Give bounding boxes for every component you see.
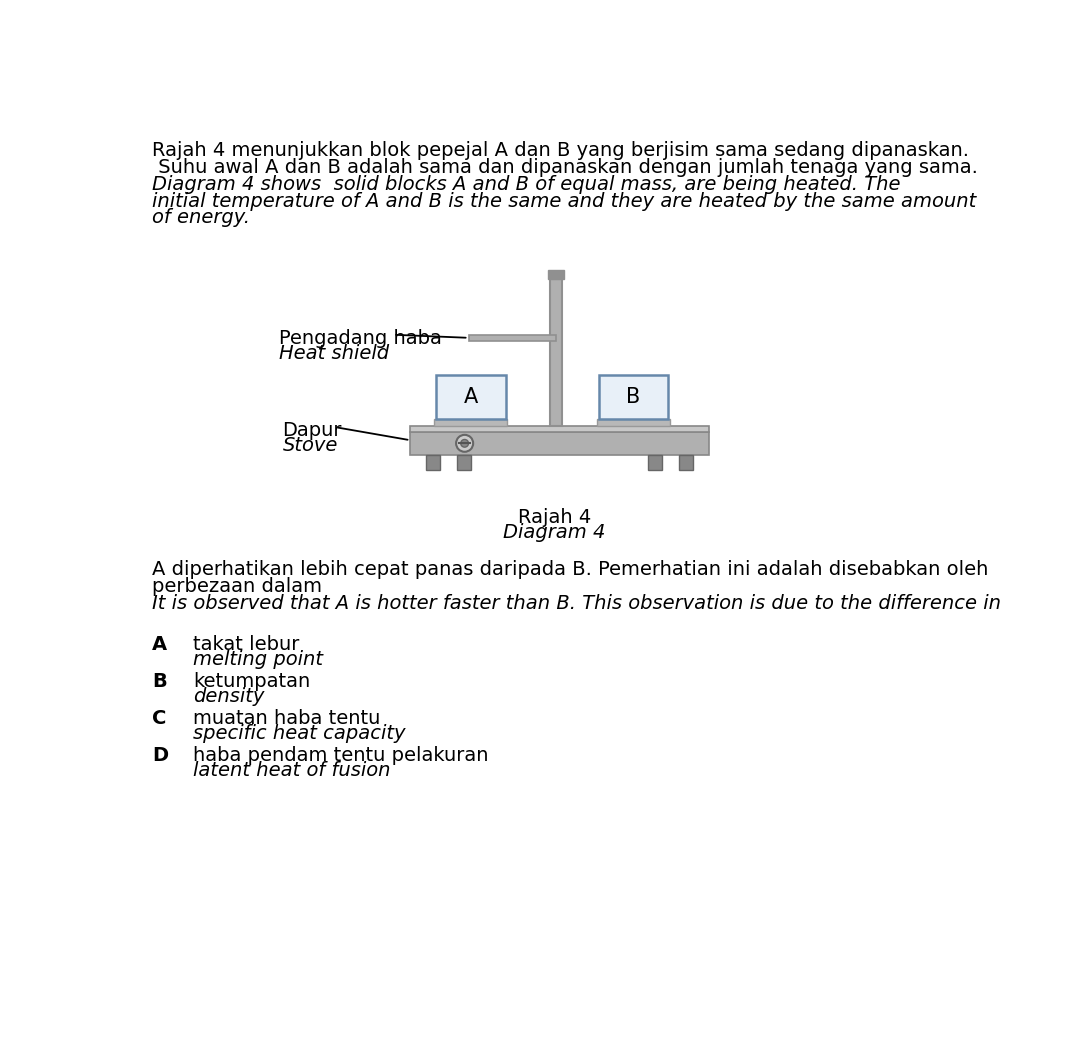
Text: Rajah 4: Rajah 4 [518,508,591,527]
Bar [434,420,507,426]
Text: haba pendam tentu pelakuran: haba pendam tentu pelakuran [194,746,489,765]
Text: Pengadang haba: Pengadang haba [279,329,441,348]
Text: melting point: melting point [194,650,324,669]
Text: D: D [153,746,169,765]
Bar [549,270,564,279]
Text: Stove: Stove [282,437,338,456]
Text: C: C [153,709,167,728]
Text: Diagram 4: Diagram 4 [503,523,606,542]
Text: density: density [194,687,265,706]
Text: A: A [153,635,168,654]
Bar [436,375,505,420]
Bar [598,375,669,420]
Bar [410,431,709,455]
Text: A: A [464,387,478,407]
Bar [457,455,471,470]
Text: A diperhatikan lebih cepat panas daripada B. Pemerhatian ini adalah disebabkan o: A diperhatikan lebih cepat panas daripad… [153,560,989,579]
Text: B: B [626,387,641,407]
Text: of energy.: of energy. [153,208,250,227]
Text: latent heat of fusion: latent heat of fusion [194,761,391,780]
Text: Rajah 4 menunjukkan blok pepejal A dan B yang berjisim sama sedang dipanaskan.: Rajah 4 menunjukkan blok pepejal A dan B… [153,141,969,160]
Bar [597,420,670,426]
Text: specific heat capacity: specific heat capacity [194,724,406,743]
Bar [410,426,709,431]
Circle shape [457,434,473,451]
Text: perbezaan dalam: perbezaan dalam [153,577,322,596]
Text: takat lebur: takat lebur [194,635,300,654]
Bar [648,455,662,470]
Text: Diagram 4 shows  solid blocks A and B of equal mass, are being heated. The: Diagram 4 shows solid blocks A and B of … [153,174,901,193]
Text: Dapur: Dapur [282,421,342,440]
Bar [679,455,694,470]
Text: initial temperature of A and B is the same and they are heated by the same amoun: initial temperature of A and B is the sa… [153,191,977,210]
Circle shape [461,440,469,447]
Bar [550,279,563,426]
Text: ketumpatan: ketumpatan [194,672,311,691]
Text: Heat shield: Heat shield [279,344,388,363]
Bar [426,455,439,470]
Text: B: B [153,672,167,691]
Text: muatan haba tentu: muatan haba tentu [194,709,381,728]
Text: Suhu awal A dan B adalah sama dan dipanaskan dengan jumlah tenaga yang sama.: Suhu awal A dan B adalah sama dan dipana… [153,157,978,177]
Bar [469,335,556,341]
Text: It is observed that A is hotter faster than B. This observation is due to the di: It is observed that A is hotter faster t… [153,594,1001,613]
